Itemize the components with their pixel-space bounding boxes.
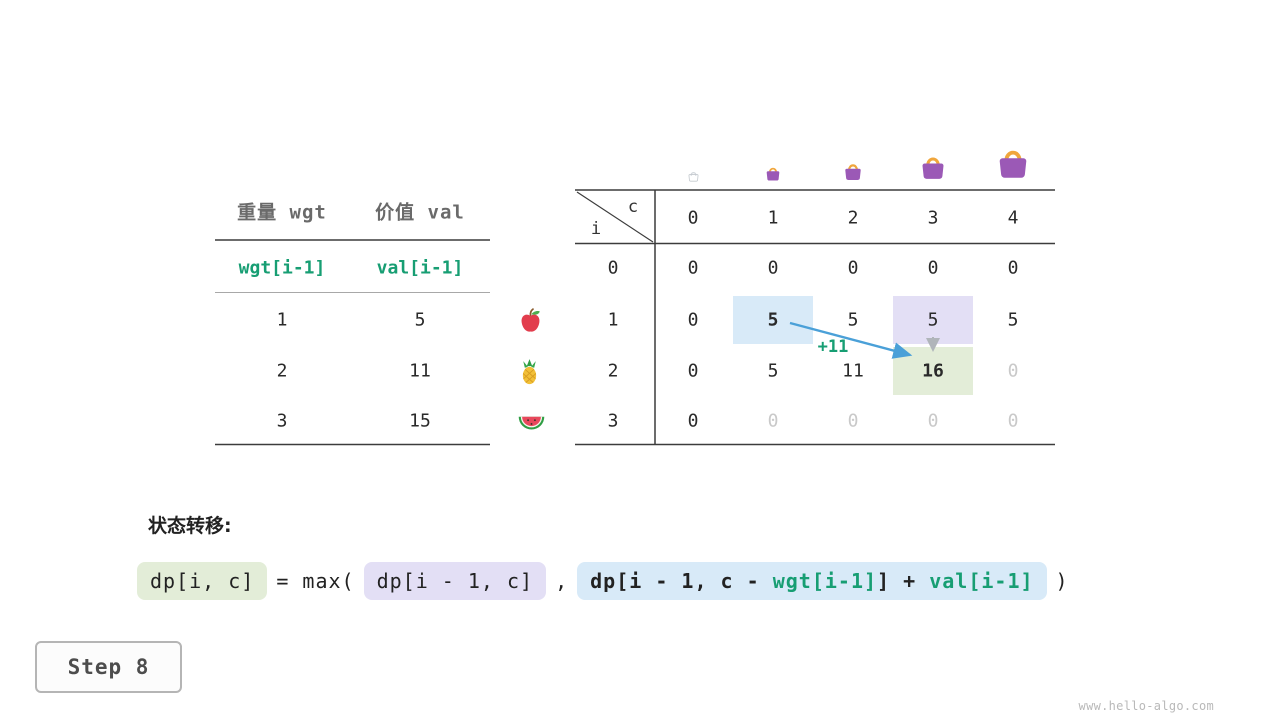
bag-icon-capacity-4 — [994, 145, 1032, 183]
items-table-weight-value: 1 — [276, 309, 288, 331]
dp-col-header: 0 — [687, 207, 699, 229]
items-table-header-value: 价值 val — [375, 201, 465, 224]
formula-comma: , — [555, 569, 569, 593]
dp-cell-value: 0 — [767, 257, 779, 279]
dp-cell-value: 16 — [922, 360, 944, 382]
formula-green-term: val[i-1] — [929, 569, 1034, 593]
watermark: www.hello-algo.com — [1078, 699, 1214, 713]
dp-col-header: 2 — [847, 207, 859, 229]
dp-cell-value: 0 — [1007, 257, 1019, 279]
formula-text: ] + — [877, 569, 930, 593]
dp-corner-col-var: c — [627, 197, 639, 217]
items-table-header-weight: 重量 wgt — [237, 201, 327, 224]
step-indicator: Step 8 — [35, 641, 182, 693]
step-label: Step 8 — [67, 655, 150, 679]
dp-cell-value: 0 — [1007, 360, 1019, 382]
dp-cell-value: 5 — [767, 309, 779, 331]
dp-cell-value: 5 — [927, 309, 939, 331]
dp-row-header: 0 — [607, 257, 619, 279]
dp-row-header: 2 — [607, 360, 619, 382]
formula-arg1: dp[i - 1, c] — [363, 562, 547, 600]
dp-col-header: 3 — [927, 207, 939, 229]
formula-lhs: dp[i, c] — [137, 562, 268, 600]
dp-cell-value: 0 — [767, 410, 779, 432]
items-table-value-value: 11 — [409, 360, 431, 382]
dp-cell-value: 0 — [1007, 410, 1019, 432]
dp-cell-value: 11 — [842, 360, 864, 382]
dp-col-header: 1 — [767, 207, 779, 229]
dp-cell-value: 0 — [927, 257, 939, 279]
dp-cell-value: 0 — [927, 410, 939, 432]
items-table-value-value: 15 — [409, 410, 431, 432]
dp-row-header: 1 — [607, 309, 619, 331]
formula-text: dp[i - 1, c - — [590, 569, 773, 593]
state-transfer-arrow — [789, 321, 913, 359]
dp-cell-value: 5 — [767, 360, 779, 382]
dp-cell-value: 5 — [1007, 309, 1019, 331]
items-table-weight-value: 2 — [276, 360, 288, 382]
bag-icon-capacity-3 — [918, 153, 948, 183]
formula-green-term: wgt[i-1] — [772, 569, 878, 593]
formula-arg2: dp[i - 1, c - wgt[i-1]] + val[i-1] — [577, 562, 1047, 600]
transition-formula: dp[i, c] = max( dp[i - 1, c] , dp[i - 1,… — [137, 559, 1069, 603]
bag-icon-capacity-1 — [764, 165, 782, 183]
dp-cell-highlight-blue — [733, 296, 813, 344]
items-table-value-formula: val[i-1] — [376, 257, 464, 279]
dp-cell-value: 5 — [847, 309, 859, 331]
dp-col-header: 4 — [1007, 207, 1019, 229]
dp-row-header: 3 — [607, 410, 619, 432]
transition-label: 状态转移: — [148, 515, 232, 537]
watermelon-icon — [517, 408, 546, 434]
dp-cell-value: 0 — [847, 410, 859, 432]
dp-cell-value: 0 — [687, 257, 699, 279]
transfer-value-annotation: +11 — [817, 337, 849, 357]
items-table-value-value: 5 — [414, 309, 426, 331]
dp-cell-highlight-lavender — [893, 296, 973, 344]
formula-eq-max: = max( — [276, 569, 355, 593]
dp-cell-value: 0 — [687, 360, 699, 382]
dp-corner-row-var: i — [590, 219, 602, 239]
dp-cell-value: 0 — [847, 257, 859, 279]
dp-corner-diagonal — [576, 191, 654, 243]
formula-close-paren: ) — [1055, 569, 1069, 593]
pineapple-icon — [517, 358, 542, 386]
items-table-weight-formula: wgt[i-1] — [238, 257, 326, 279]
items-table-weight-value: 3 — [276, 410, 288, 432]
bag-icon-capacity-2 — [842, 161, 864, 183]
dp-cell-value: 0 — [687, 309, 699, 331]
apple-icon — [517, 307, 544, 334]
dp-cell-value: 0 — [687, 410, 699, 432]
bag-icon-capacity-0 — [687, 170, 700, 183]
